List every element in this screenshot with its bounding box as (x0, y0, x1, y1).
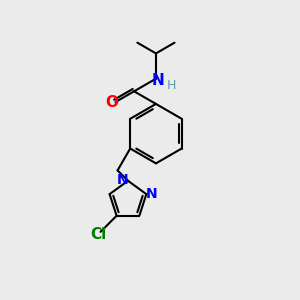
Text: N: N (152, 73, 164, 88)
Text: N: N (117, 172, 128, 187)
Text: O: O (105, 94, 119, 110)
Text: Cl: Cl (90, 227, 106, 242)
Text: N: N (146, 187, 158, 201)
Text: H: H (167, 79, 176, 92)
